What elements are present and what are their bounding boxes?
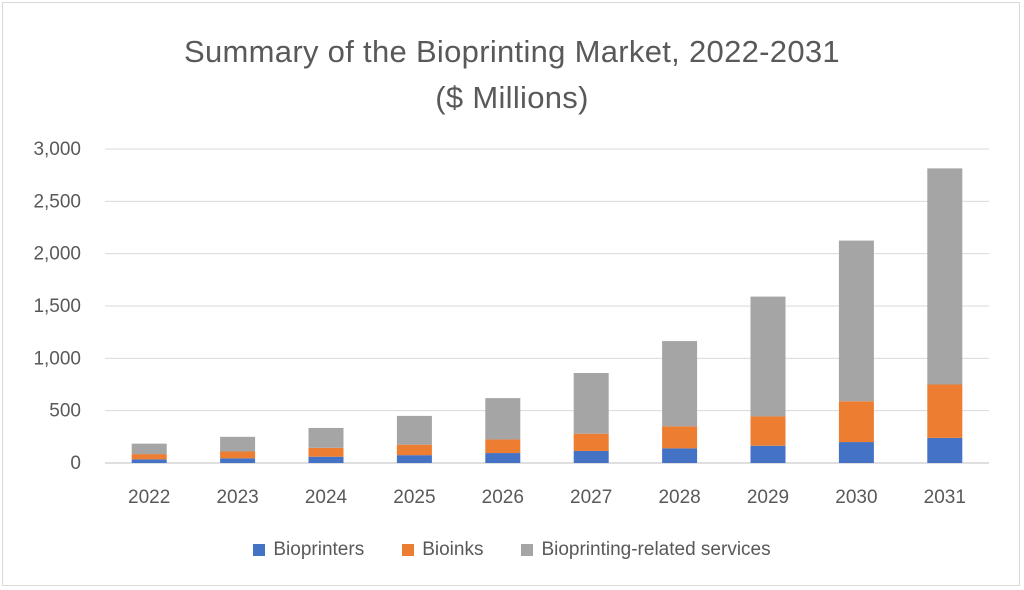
bar-segment-bioprinters [485, 453, 521, 463]
chart-title: Summary of the Bioprinting Market, 2022-… [3, 29, 1021, 121]
bar-segment-bioprinting-related-services [927, 168, 963, 385]
legend-item: Bioprinting-related services [521, 539, 771, 561]
y-tick-label: 0 [70, 453, 81, 474]
bar-segment-bioprinters [308, 456, 344, 463]
bar-segment-bioinks [573, 433, 609, 451]
bar-chart: 0 500 1,000 1,500 2,000 2,500 3,000 2022 2023 202… [33, 139, 989, 508]
bar-segment-bioprinting-related-services [131, 443, 167, 455]
legend-item: Bioprinters [253, 539, 364, 561]
bar-segment-bioprinting-related-services [838, 240, 874, 402]
bar-segment-bioprinters [220, 458, 256, 463]
legend-swatch [521, 544, 534, 556]
x-tick-label: 2030 [835, 487, 877, 508]
legend-swatch [402, 544, 415, 556]
x-tick-label: 2031 [924, 487, 966, 508]
legend-item: Bioinks [402, 539, 483, 561]
legend-swatch [253, 544, 266, 556]
y-tick-label: 3,000 [33, 139, 81, 160]
chart-subtitle: ($ Millions) [435, 80, 589, 115]
bar-segment-bioprinting-related-services [662, 341, 698, 427]
bar-segment-bioinks [750, 416, 786, 446]
bar-segment-bioinks [396, 444, 432, 456]
bar-segment-bioprinting-related-services [573, 372, 609, 434]
chart-title-line: Summary of the Bioprinting Market, 2022-… [184, 34, 840, 69]
bar-segment-bioinks [308, 447, 344, 457]
bar-segment-bioinks [662, 426, 698, 449]
x-tick-label: 2029 [747, 487, 789, 508]
x-tick-label: 2024 [305, 487, 348, 508]
bar-segment-bioprinters [396, 455, 432, 463]
y-tick-label: 2,500 [33, 191, 81, 212]
bar-segment-bioinks [485, 439, 521, 454]
x-tick-label: 2023 [216, 487, 258, 508]
bar-segment-bioinks [838, 401, 874, 443]
legend-label: Bioprinters [273, 539, 365, 560]
bar-segment-bioprinting-related-services [308, 427, 344, 448]
bar-segment-bioprinting-related-services [220, 436, 256, 452]
bar-segment-bioprinting-related-services [396, 415, 432, 445]
y-tick-label: 1,000 [33, 348, 81, 369]
bar-segment-bioprinting-related-services [750, 296, 786, 417]
bar-segment-bioprinters [573, 450, 609, 463]
x-tick-label: 2022 [128, 487, 170, 508]
bar-segment-bioprinters [750, 445, 786, 463]
x-tick-label: 2026 [482, 487, 524, 508]
bar-segment-bioprinting-related-services [485, 398, 521, 440]
bar-segment-bioprinters [662, 448, 698, 463]
legend-label: Bioprinting-related services [541, 539, 771, 560]
legend-label: Bioinks [422, 539, 484, 560]
x-tick-label: 2027 [570, 487, 612, 508]
bar-segment-bioprinters [838, 442, 874, 463]
y-tick-label: 500 [49, 401, 81, 422]
bar-segment-bioinks [220, 451, 256, 459]
x-tick-label: 2025 [393, 487, 435, 508]
bar-segment-bioinks [927, 384, 963, 438]
y-tick-label: 1,500 [33, 296, 81, 317]
chart-legend: Bioprinters Bioinks Bioprinting-related se… [3, 539, 1021, 561]
x-tick-label: 2028 [658, 487, 700, 508]
bar-segment-bioprinters [131, 459, 167, 463]
bar-segment-bioinks [131, 454, 167, 460]
y-tick-label: 2,000 [33, 244, 81, 265]
bar-segment-bioprinters [927, 437, 963, 463]
